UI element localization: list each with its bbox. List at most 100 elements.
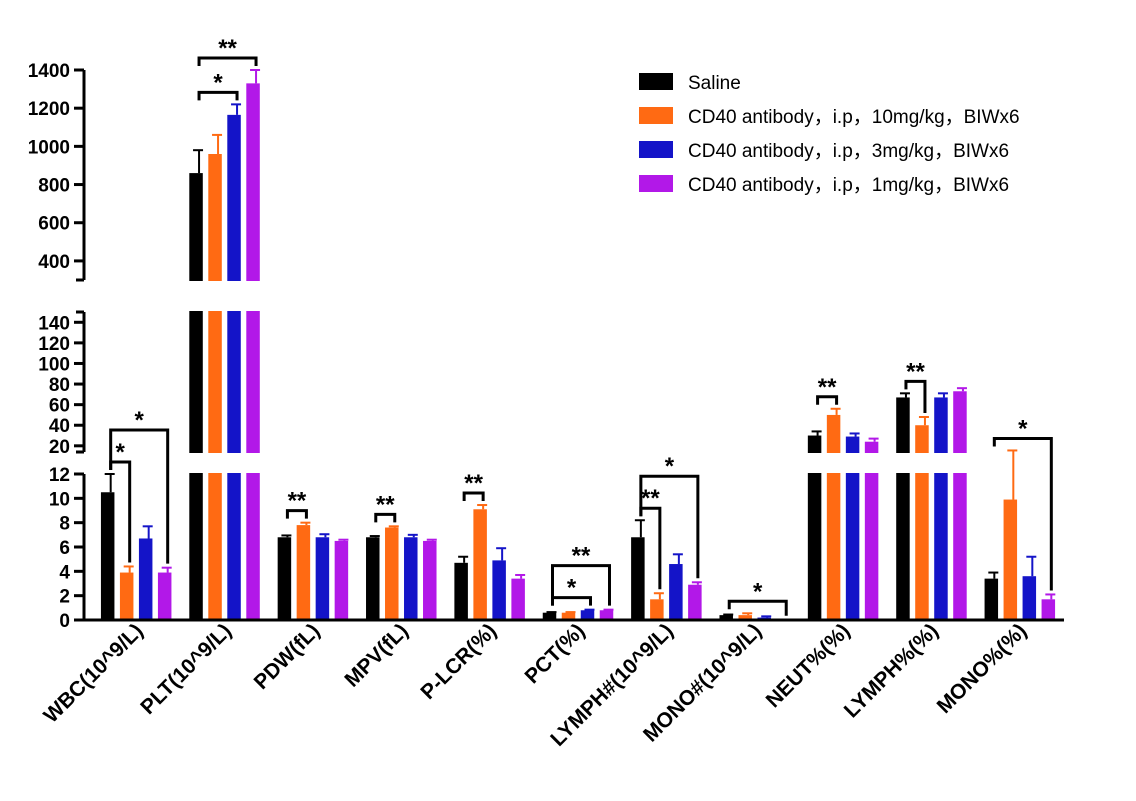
legend-label: CD40 antibody，i.p，10mg/kg，BIWx6 — [688, 107, 1020, 128]
bar — [208, 154, 222, 620]
y-tick-label: 0 — [59, 611, 70, 632]
bar — [826, 414, 841, 620]
bar — [719, 615, 733, 620]
y-tick-label: 2 — [59, 587, 70, 608]
significance-bracket — [374, 512, 397, 523]
y-tick-label: 20 — [49, 437, 70, 458]
bar — [1003, 499, 1018, 620]
significance-bracket — [462, 491, 485, 502]
bar — [296, 525, 311, 620]
significance-bracket — [109, 428, 170, 564]
significance-label: ** — [818, 374, 837, 401]
y-tick-label: 6 — [59, 538, 70, 559]
legend-swatch — [639, 175, 673, 192]
significance-label: * — [665, 453, 675, 480]
bar-break-gap — [188, 281, 204, 311]
y-tick-label: 600 — [38, 214, 70, 235]
bar — [454, 562, 468, 620]
error-bars-layer — [104, 69, 1056, 621]
y-tick-label: 10 — [49, 489, 70, 510]
significance-label: * — [753, 578, 763, 605]
legend-swatch — [639, 107, 673, 124]
y-tick-label: 1000 — [28, 137, 70, 158]
significance-layer: ******* **************** — [109, 35, 1053, 616]
bar — [119, 572, 134, 620]
bar-break-gap — [207, 281, 223, 311]
legend-label: CD40 antibody，i.p，3mg/kg，BIWx6 — [688, 141, 1009, 162]
significance-label: ** — [288, 488, 307, 515]
bar — [1041, 599, 1056, 620]
y-tick-label: 120 — [38, 334, 70, 355]
bar — [423, 540, 437, 620]
bar — [738, 615, 752, 620]
legend-swatch — [639, 73, 673, 90]
bar — [189, 173, 203, 620]
legend-swatch — [639, 141, 673, 158]
bar — [246, 83, 260, 620]
x-category-label: PCT(%) — [520, 619, 589, 688]
significance-label: ** — [464, 470, 483, 497]
legend-label: CD40 antibody，i.p，1mg/kg，BIWx6 — [688, 175, 1009, 196]
bar-break-gap — [245, 281, 261, 311]
bar — [366, 537, 380, 620]
significance-label: * — [135, 407, 145, 434]
y-tick-label: 1200 — [28, 99, 70, 120]
bar-break-gap — [914, 453, 930, 473]
bar — [915, 425, 929, 620]
significance-bracket — [551, 564, 611, 606]
bar-break-gap — [245, 453, 261, 473]
y-tick-label: 140 — [38, 313, 70, 334]
x-category-label: WBC(10^9/L) — [39, 619, 147, 727]
y-tick-label: 4 — [59, 562, 70, 583]
significance-label: ** — [376, 491, 395, 518]
bar — [277, 537, 292, 620]
significance-label: ** — [572, 543, 591, 570]
x-category-label: NEUT%(%) — [762, 619, 855, 712]
bar-break-gap — [952, 453, 968, 473]
significance-bracket — [727, 599, 788, 616]
x-category-label: PLT(10^9/L) — [136, 619, 236, 719]
bars-layer — [100, 83, 1056, 620]
bar — [334, 540, 349, 620]
x-axis: WBC(10^9/L)PLT(10^9/L) PDW(fL) MPV(fL) P-LC… — [39, 618, 1064, 751]
legend: Saline CD40 antibody，i.p，10mg/kg，BIWx6 CD4… — [639, 73, 1020, 196]
x-category-label: MONO%(%) — [933, 619, 1032, 718]
bar — [807, 435, 822, 620]
bar — [953, 391, 967, 620]
significance-bracket — [197, 90, 239, 101]
bar — [473, 509, 487, 620]
significance-label: * — [1018, 415, 1028, 442]
bar — [650, 599, 664, 620]
y-tick-label: 60 — [49, 396, 70, 417]
y-tick-label: 100 — [38, 354, 70, 375]
y-tick-label: 8 — [59, 514, 70, 535]
bar-break-gap — [863, 453, 880, 473]
bar-break-gap — [226, 281, 242, 311]
y-tick-label: 12 — [49, 465, 70, 486]
bar — [227, 114, 241, 620]
bar — [542, 612, 557, 620]
bar-break-gap — [895, 453, 911, 473]
bar — [864, 441, 879, 620]
y-tick-label: 800 — [38, 176, 70, 197]
bar — [1022, 576, 1037, 620]
bar — [580, 610, 595, 620]
bar — [599, 610, 614, 620]
bar — [669, 564, 683, 620]
x-category-label: MPV(fL) — [340, 619, 412, 691]
significance-bracket — [904, 379, 927, 413]
bar — [561, 612, 576, 620]
bar — [385, 527, 399, 620]
bar — [138, 538, 153, 620]
bar-break-gap — [207, 453, 223, 473]
bar — [845, 436, 860, 620]
bar — [492, 560, 506, 620]
bar — [511, 578, 525, 620]
legend-label: Saline — [688, 73, 741, 94]
significance-label: * — [567, 575, 577, 602]
bar-break-gap — [844, 453, 861, 473]
bar — [404, 537, 418, 620]
y-tick-label: 80 — [49, 375, 70, 396]
